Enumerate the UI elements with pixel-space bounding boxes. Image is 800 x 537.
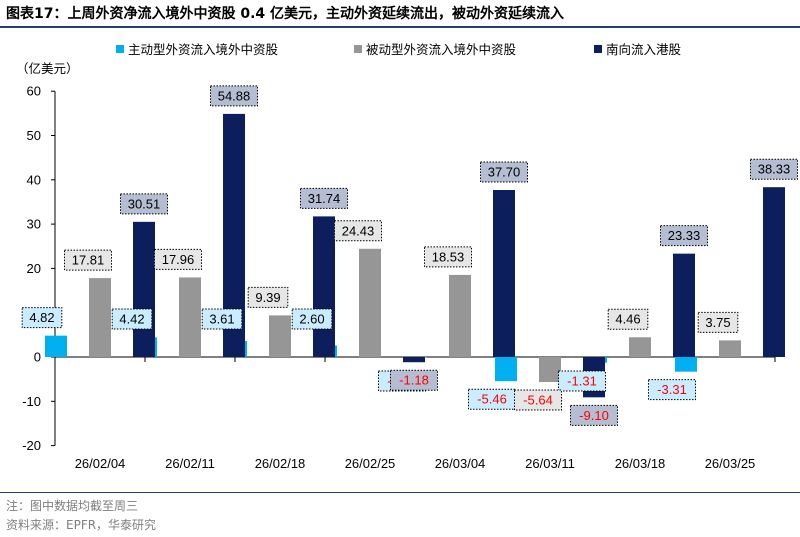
bar-series3: [223, 113, 245, 358]
data-label-box: [514, 389, 562, 411]
data-label-box: [120, 193, 168, 215]
data-label-box: [480, 161, 528, 183]
data-label-value: -3.31: [657, 382, 687, 397]
bar-series3: [763, 187, 785, 357]
x-tick-label: 26/03/04: [435, 456, 486, 471]
figure-title: 图表17：上周外资净流入境外中资股 0.4 亿美元，主动外资延续流出，被动外资延…: [6, 4, 794, 24]
x-tick-label: 26/02/18: [255, 456, 306, 471]
legend-label-2: 被动型外资流入境外中资股: [366, 42, 517, 57]
data-label-value: -5.46: [477, 392, 507, 407]
data-label-box: [660, 225, 708, 247]
data-label-box: [291, 308, 333, 330]
figure-label: 图表17：: [6, 6, 68, 22]
data-label-box: [334, 220, 382, 242]
bar-series1: [45, 335, 67, 357]
bar-series2: [179, 277, 201, 357]
data-label-value: 4.46: [615, 312, 640, 327]
data-label-box: [201, 308, 243, 330]
data-label-value: 3.61: [209, 312, 234, 327]
bar-series1: [675, 357, 697, 372]
data-label-box: [648, 379, 696, 401]
bar-series3: [133, 221, 155, 357]
y-tick-label: 20: [27, 261, 41, 276]
title-divider: [0, 26, 800, 28]
data-label-value: 2.60: [299, 312, 324, 327]
data-label-box: [300, 187, 348, 209]
data-label-box: [111, 308, 153, 330]
bar-series2: [359, 248, 381, 357]
legend-swatch-3: [594, 45, 602, 53]
bar-series2: [89, 278, 111, 357]
y-tick-label: 50: [27, 128, 41, 143]
data-label-value: 18.53: [432, 249, 465, 264]
data-label-box: [247, 286, 289, 308]
legend-swatch-2: [354, 45, 362, 53]
data-label-box: [210, 85, 258, 107]
data-label-value: 24.43: [342, 223, 375, 238]
data-label-box: [697, 311, 739, 333]
y-tick-label: 0: [34, 350, 41, 365]
data-label-box: [390, 369, 438, 391]
x-tick-label: 26/03/25: [705, 456, 756, 471]
footnote: 注：图中数据均截至周三: [6, 499, 139, 513]
data-label-box: [750, 158, 798, 180]
footer-divider: [0, 492, 800, 493]
data-label-value: -1.31: [567, 374, 597, 389]
data-label-value: 17.81: [72, 253, 105, 268]
y-axis-unit: （亿美元）: [16, 61, 79, 76]
data-label-box: [154, 248, 202, 270]
figure-title-text: 上周外资净流入境外中资股 0.4 亿美元，主动外资延续流出，被动外资延续流入: [67, 6, 565, 22]
bar-series2: [629, 337, 651, 357]
data-label-value: -9.10: [579, 408, 609, 423]
bar-chart: -20-10010203040506026/02/0426/02/1126/02…: [16, 42, 798, 471]
data-label-value: 23.33: [668, 228, 701, 243]
bar-series3: [313, 216, 335, 357]
legend-label-1: 主动型外资流入境外中资股: [128, 42, 279, 57]
bar-series2: [539, 357, 561, 382]
data-label-value: 4.82: [29, 310, 54, 325]
bar-series3: [493, 189, 515, 357]
bar-series1: [495, 357, 517, 382]
data-label-value: 3.75: [705, 315, 730, 330]
data-label-box: [64, 249, 112, 271]
data-label-box: [424, 246, 472, 268]
data-label-value: 4.42: [119, 312, 144, 327]
legend-label-3: 南向流入港股: [606, 42, 682, 57]
x-tick-label: 26/03/18: [615, 456, 666, 471]
x-tick-label: 26/02/25: [345, 456, 396, 471]
data-label-value: 31.74: [308, 191, 341, 206]
data-label-value: -1.18: [399, 373, 429, 388]
data-label-box: [607, 308, 649, 330]
x-tick-label: 26/02/04: [75, 456, 126, 471]
y-tick-label: -20: [22, 438, 41, 453]
legend-swatch-1: [116, 45, 124, 53]
data-label-box: [558, 370, 606, 392]
data-label-value: 38.33: [758, 162, 791, 177]
data-label-value: 30.51: [128, 196, 161, 211]
bar-series2: [449, 274, 471, 357]
bar-series3: [673, 253, 695, 357]
data-label-value: 17.96: [162, 252, 195, 267]
bar-series3: [403, 357, 425, 363]
x-tick-label: 26/02/11: [165, 456, 215, 471]
y-tick-label: 60: [27, 84, 41, 99]
y-tick-label: 40: [27, 172, 41, 187]
bar-series2: [269, 315, 291, 357]
data-label-value: 9.39: [255, 290, 280, 305]
data-label-box: [570, 404, 618, 426]
source-note: 资料来源：EPFR，华泰研究: [6, 518, 157, 532]
y-tick-label: -10: [22, 394, 41, 409]
data-label-value: 37.70: [488, 164, 521, 179]
x-tick-label: 26/03/11: [525, 456, 575, 471]
data-label-value: 54.88: [218, 88, 251, 103]
data-label-box: [21, 307, 63, 329]
y-tick-label: 30: [27, 217, 41, 232]
bar-series2: [719, 340, 741, 357]
data-label-value: -5.64: [523, 392, 553, 407]
